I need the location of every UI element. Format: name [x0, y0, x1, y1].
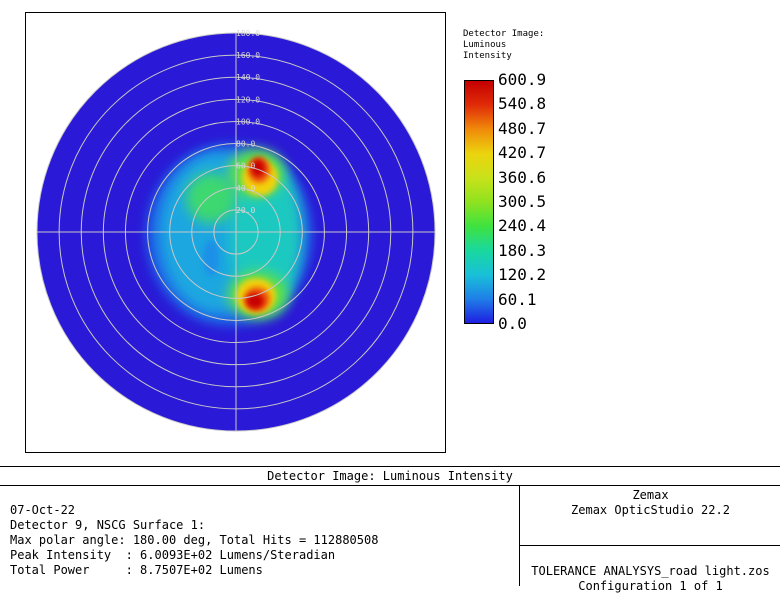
analysis-info: 07-Oct-22 Detector 9, NSCG Surface 1: Max …: [10, 503, 378, 578]
file-name: TOLERANCE ANALYSYS_road light.zos: [531, 564, 770, 578]
colorbar-tick-label: 360.6: [498, 167, 547, 187]
colorbar-tick-label: 300.5: [498, 192, 547, 211]
radial-label: 80.0: [236, 140, 255, 149]
radial-label: 60.0: [236, 162, 255, 171]
polar-intensity-plot: 20.0 40.0 60.0 80.0 100.0 120.0 140.0 160.0 180.…: [36, 29, 436, 432]
brand-company: Zemax: [632, 488, 669, 502]
brand-product: Zemax OpticStudio 22.2: [571, 503, 730, 517]
colorbar-tick-label: 120.2: [498, 265, 547, 285]
radial-label: 40.0: [236, 184, 255, 193]
title-block: Zemax Zemax OpticStudio 22.2 TOLERANCE A…: [519, 486, 780, 593]
colorbar-title-line-2: Luminous: [463, 40, 507, 50]
colorbar-tick-label: 60.1: [498, 289, 537, 309]
radial-label: 100.0: [236, 117, 260, 126]
radial-label: 180.0: [236, 29, 260, 38]
colorbar-tick-label: 0.0: [498, 314, 527, 333]
radial-label: 140.0: [236, 73, 260, 82]
radial-labels: 20.0 40.0 60.0 80.0 100.0 120.0 140.0 160.0 180.…: [236, 29, 260, 215]
polar-plot-frame: 20.0 40.0 60.0 80.0 100.0 120.0 140.0 160.0 180.…: [25, 12, 446, 453]
intensity-map: [147, 145, 311, 325]
brand-block: Zemax Zemax OpticStudio 22.2: [520, 486, 780, 546]
colorbar-tick-label: 600.9: [498, 70, 547, 89]
colorbar-tick-label: 240.4: [498, 216, 547, 236]
colorbar: [464, 80, 494, 324]
colorbar-title-line-3: Intensity: [463, 51, 512, 61]
file-block: TOLERANCE ANALYSYS_road light.zos Config…: [520, 547, 780, 594]
colorbar-tick-label: 180.3: [498, 240, 547, 260]
total-power-text: Total Power : 8.7507E+02 Lumens: [10, 563, 263, 577]
detector-text: Detector 9, NSCG Surface 1:: [10, 518, 206, 532]
colorbar-title-line-1: Detector Image:: [463, 29, 545, 39]
date-text: 07-Oct-22: [10, 503, 76, 517]
footer-title: Detector Image: Luminous Intensity: [0, 467, 780, 486]
colorbar-title: Detector Image: Luminous Intensity: [463, 29, 544, 62]
info-panel: Detector Image: Luminous Intensity 07-Oc…: [0, 466, 780, 593]
radial-label: 120.0: [236, 95, 260, 104]
peak-intensity-text: Peak Intensity : 6.0093E+02 Lumens/Stera…: [10, 548, 336, 562]
radial-label: 160.0: [236, 51, 260, 60]
colorbar-tick-label: 480.7: [498, 118, 547, 138]
polar-grid: [36, 32, 436, 432]
colorbar-tick-label: 540.8: [498, 94, 547, 114]
configuration-text: Configuration 1 of 1: [578, 579, 723, 593]
colorbar-tick-label: 420.7: [498, 143, 547, 163]
radial-label: 20.0: [236, 206, 255, 215]
max-polar-text: Max polar angle: 180.00 deg, Total Hits …: [10, 533, 379, 547]
